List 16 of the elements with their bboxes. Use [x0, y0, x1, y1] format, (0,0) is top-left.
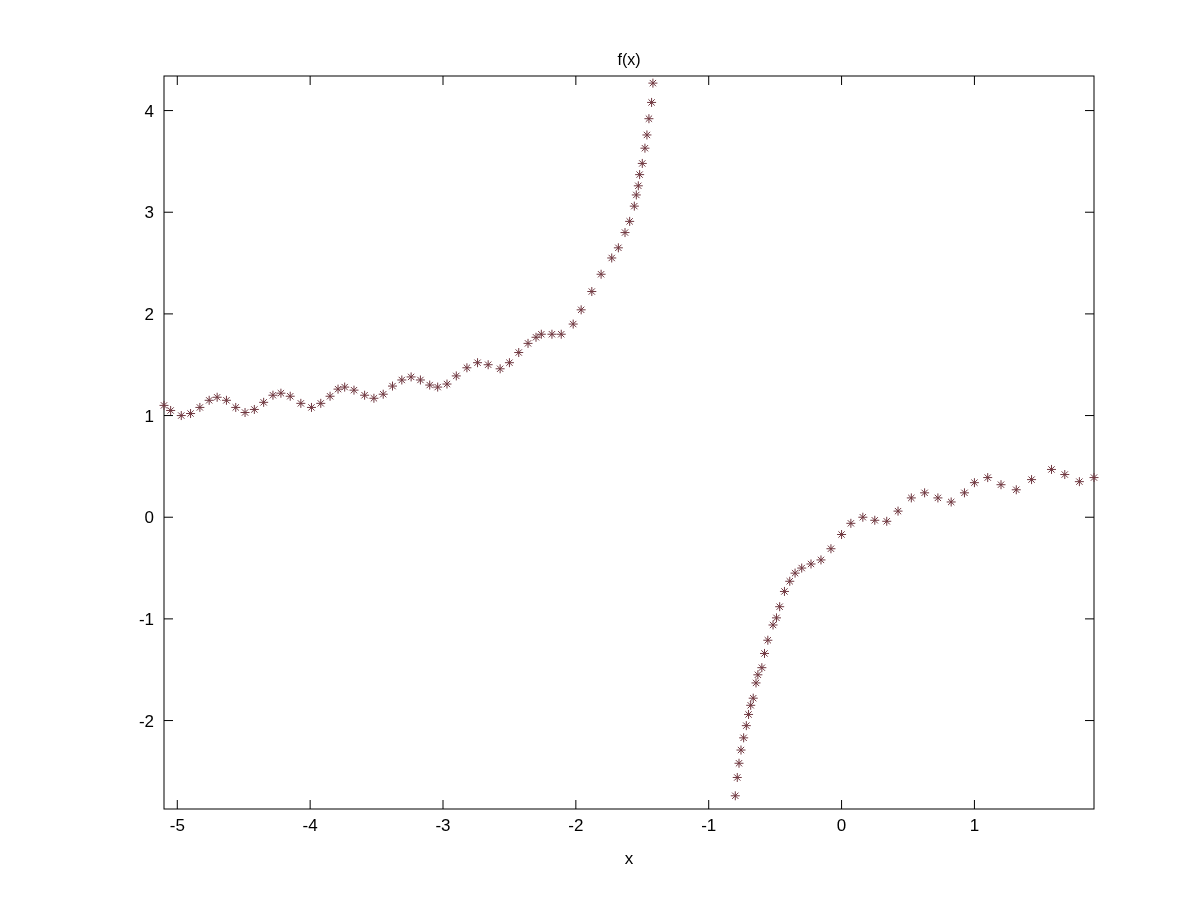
- x-tick-label: 0: [836, 816, 847, 835]
- y-tick-label: -1: [138, 609, 154, 629]
- y-tick-label: 3: [144, 203, 154, 223]
- y-tick-label: 1: [144, 406, 154, 426]
- y-tick-label: 4: [144, 101, 154, 121]
- x-tick-label: -3: [435, 816, 451, 835]
- x-tick-label: 1: [969, 816, 980, 835]
- chart-title: f(x): [617, 51, 641, 68]
- x-tick-label: -1: [701, 816, 717, 835]
- x-tick-label: -2: [568, 816, 584, 835]
- x-tick-label: -5: [169, 816, 185, 835]
- x-axis-title: x: [624, 849, 634, 868]
- y-tick-label: 0: [144, 508, 154, 528]
- y-tick-label: -2: [138, 711, 154, 731]
- x-tick-label: -4: [302, 816, 318, 835]
- y-tick-label: 2: [144, 304, 154, 324]
